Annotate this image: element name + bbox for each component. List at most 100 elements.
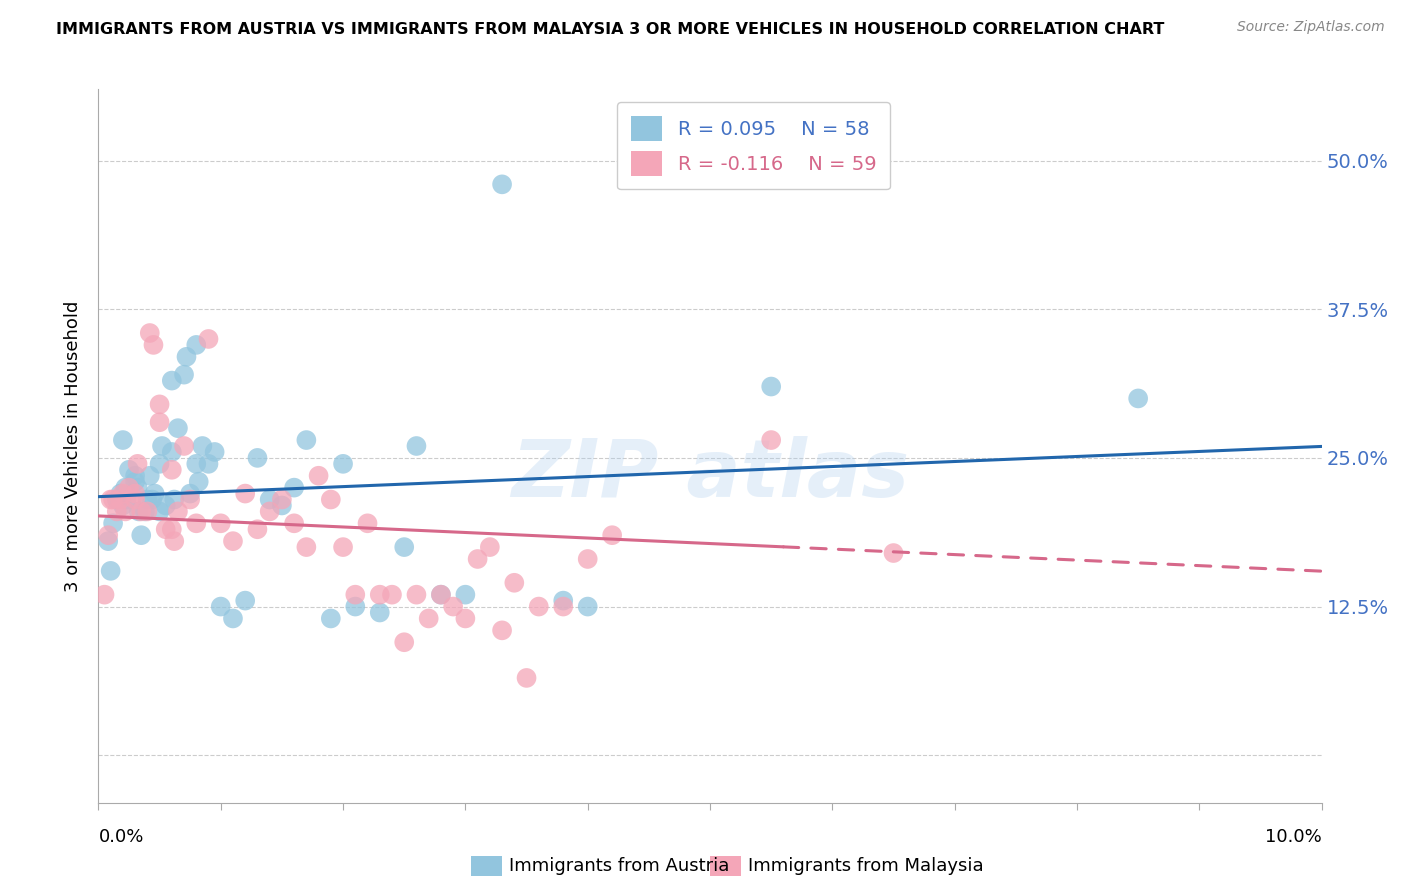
Point <box>100 492 122 507</box>
Point <box>392 540 416 554</box>
Point <box>186 338 208 352</box>
Point <box>283 516 305 531</box>
Point <box>115 492 138 507</box>
Point <box>124 468 146 483</box>
Point <box>270 492 292 507</box>
Point <box>1128 392 1150 406</box>
Point <box>100 564 122 578</box>
Point <box>356 516 378 531</box>
Point <box>110 492 132 507</box>
Point <box>204 445 226 459</box>
Text: 10.0%: 10.0% <box>1265 828 1322 846</box>
Point <box>295 540 318 554</box>
Point <box>246 522 269 536</box>
Point <box>105 492 128 507</box>
Bar <box>471 856 502 876</box>
Point <box>344 588 367 602</box>
Point <box>197 457 219 471</box>
Point <box>110 486 132 500</box>
Point <box>368 606 391 620</box>
Point <box>191 439 214 453</box>
Point <box>405 588 427 602</box>
Point <box>197 332 219 346</box>
Point <box>344 599 367 614</box>
Point <box>160 374 183 388</box>
Point <box>101 516 124 531</box>
Point <box>179 492 201 507</box>
Point <box>332 457 354 471</box>
Point <box>114 481 136 495</box>
Legend: R = 0.095    N = 58, R = -0.116    N = 59: R = 0.095 N = 58, R = -0.116 N = 59 <box>617 103 890 189</box>
Point <box>233 486 256 500</box>
Text: IMMIGRANTS FROM AUSTRIA VS IMMIGRANTS FROM MALAYSIA 3 OR MORE VEHICLES IN HOUSEH: IMMIGRANTS FROM AUSTRIA VS IMMIGRANTS FR… <box>56 22 1164 37</box>
Y-axis label: 3 or more Vehicles in Household: 3 or more Vehicles in Household <box>65 301 83 591</box>
Point <box>150 439 173 453</box>
Point <box>441 599 464 614</box>
Point <box>246 450 269 465</box>
Point <box>467 552 489 566</box>
Point <box>155 522 177 536</box>
Point <box>233 593 256 607</box>
Point <box>163 534 186 549</box>
Point <box>149 397 172 411</box>
Point <box>405 439 427 453</box>
Point <box>319 611 342 625</box>
Point <box>454 611 477 625</box>
Point <box>124 486 146 500</box>
Point <box>259 504 281 518</box>
Point <box>283 481 305 495</box>
Point <box>209 516 232 531</box>
Point <box>127 457 149 471</box>
Point <box>418 611 440 625</box>
Point <box>270 499 292 513</box>
Point <box>576 599 599 614</box>
Point <box>381 588 404 602</box>
Point <box>111 499 134 513</box>
Point <box>167 421 190 435</box>
Point <box>259 492 281 507</box>
Point <box>136 492 159 507</box>
Point <box>93 588 115 602</box>
Point <box>160 445 183 459</box>
Bar <box>710 856 741 876</box>
Point <box>136 504 159 518</box>
Point <box>553 593 575 607</box>
Point <box>97 528 120 542</box>
Point <box>124 492 146 507</box>
Point <box>118 463 141 477</box>
Point <box>105 504 128 518</box>
Point <box>111 486 134 500</box>
Point <box>155 499 177 513</box>
Point <box>101 492 124 507</box>
Point <box>503 575 526 590</box>
Point <box>139 468 162 483</box>
Point <box>124 475 146 489</box>
Point <box>222 534 245 549</box>
Point <box>478 540 501 554</box>
Point <box>222 611 245 625</box>
Point <box>319 492 342 507</box>
Point <box>186 457 208 471</box>
Point <box>186 516 208 531</box>
Text: 0.0%: 0.0% <box>98 828 143 846</box>
Point <box>129 504 152 518</box>
Point <box>118 481 141 495</box>
Point <box>295 433 318 447</box>
Point <box>332 540 354 554</box>
Point <box>209 599 232 614</box>
Point <box>392 635 416 649</box>
Point <box>128 504 150 518</box>
Point <box>491 624 513 638</box>
Text: ZIP atlas: ZIP atlas <box>510 435 910 514</box>
Point <box>759 379 782 393</box>
Point <box>430 588 453 602</box>
Point <box>142 338 165 352</box>
Point <box>527 599 550 614</box>
Point <box>454 588 477 602</box>
Point <box>127 481 149 495</box>
Text: Immigrants from Malaysia: Immigrants from Malaysia <box>748 857 984 875</box>
Point <box>143 486 166 500</box>
Point <box>576 552 599 566</box>
Point <box>139 326 162 340</box>
Point <box>141 492 163 507</box>
